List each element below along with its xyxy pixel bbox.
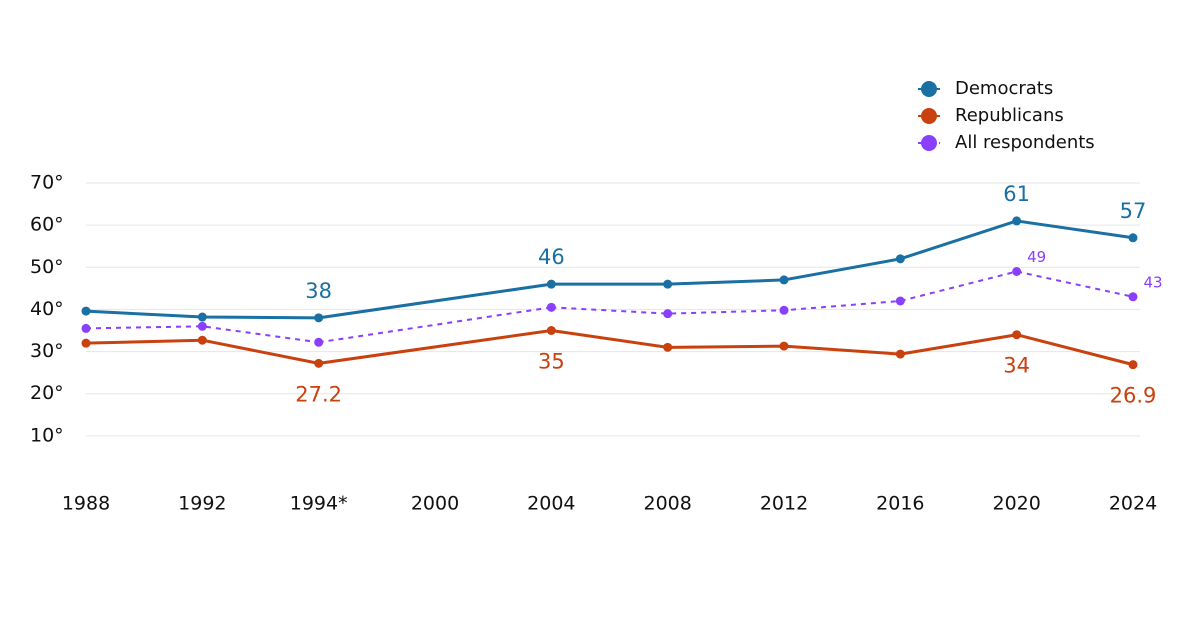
y-tick-label: 30° (30, 340, 64, 362)
data-label: 49 (1027, 248, 1046, 266)
data-point (314, 358, 324, 368)
data-point (314, 337, 324, 347)
data-point (663, 279, 673, 289)
legend-marker (921, 108, 937, 124)
data-point (546, 302, 556, 312)
data-point (895, 349, 905, 359)
data-point (779, 341, 789, 351)
legend-label: Republicans (955, 105, 1064, 126)
x-tick-label: 2004 (527, 493, 575, 515)
series-connector (318, 282, 552, 320)
legend-label: All respondents (955, 132, 1095, 153)
data-point (895, 254, 905, 264)
x-tick-label: 2024 (1109, 493, 1157, 515)
data-label: 61 (1003, 182, 1030, 206)
data-point (81, 306, 91, 316)
x-tick-label: 1988 (62, 493, 110, 515)
legend-label: Democrats (955, 78, 1053, 99)
data-point (81, 323, 91, 333)
data-point (81, 338, 91, 348)
data-point (1012, 267, 1022, 276)
data-point (895, 296, 905, 306)
x-tick-label: 1994* (290, 493, 348, 515)
legend-marker (921, 81, 937, 97)
x-tick-label: 2016 (876, 493, 924, 515)
y-tick-label: 70° (30, 172, 64, 194)
data-point (1012, 216, 1022, 226)
data-point (197, 312, 207, 322)
x-tick-label: 1992 (178, 493, 226, 515)
data-point (779, 305, 789, 315)
data-point (1128, 360, 1138, 370)
data-label: 46 (538, 245, 565, 269)
data-point (546, 279, 556, 289)
data-point (779, 275, 789, 285)
data-label: 27.2 (295, 382, 342, 406)
data-point (197, 321, 207, 331)
data-point (197, 335, 207, 345)
data-point (546, 326, 556, 335)
y-tick-label: 50° (30, 256, 64, 278)
series-line (85, 270, 1134, 344)
data-label: 26.9 (1110, 384, 1157, 408)
x-tick-label: 2020 (992, 493, 1040, 515)
x-tick-label: 2012 (760, 493, 808, 515)
data-label: 35 (538, 350, 565, 374)
data-label: 43 (1143, 273, 1162, 291)
data-point (1128, 292, 1138, 302)
data-point (314, 313, 324, 323)
series-line (85, 219, 1134, 320)
y-tick-label: 60° (30, 214, 64, 236)
y-tick-label: 20° (30, 382, 64, 404)
data-point (663, 342, 673, 352)
data-label: 34 (1003, 354, 1030, 378)
series-connector (318, 329, 552, 365)
x-tick-label: 2000 (411, 493, 459, 515)
data-point (663, 309, 673, 319)
legend-marker (921, 135, 937, 151)
data-point (1012, 330, 1022, 340)
y-tick-label: 40° (30, 298, 64, 320)
data-point (1128, 233, 1138, 243)
data-label: 38 (305, 279, 332, 303)
x-tick-label: 2008 (643, 493, 691, 515)
series-line (85, 329, 1134, 367)
data-label: 57 (1120, 199, 1147, 223)
y-tick-label: 10° (30, 424, 64, 446)
